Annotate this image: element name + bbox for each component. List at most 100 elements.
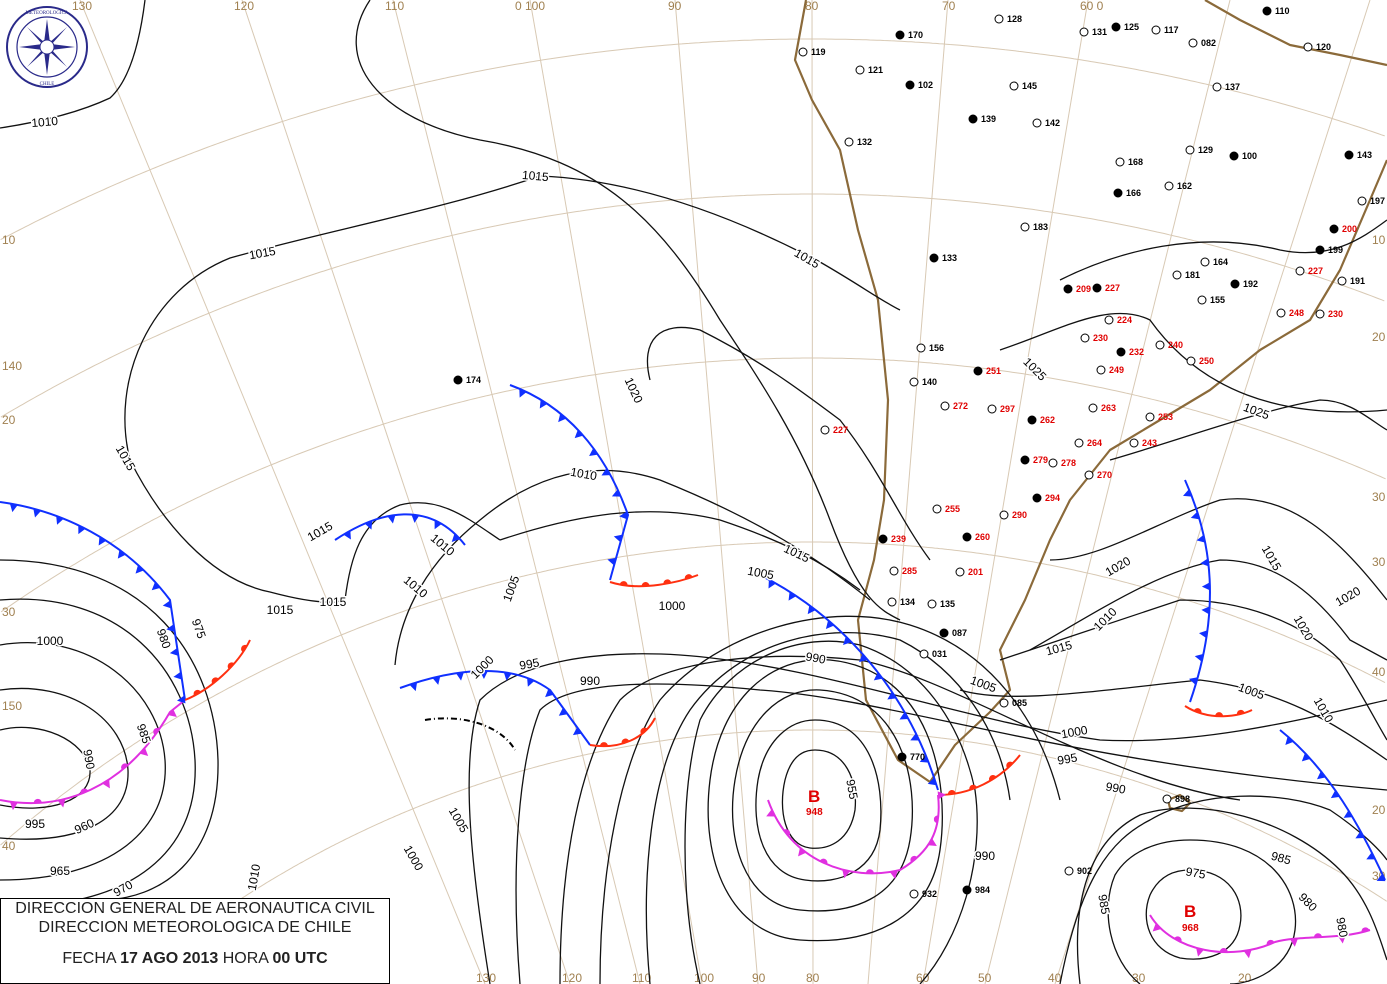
isobar-label: 1005 bbox=[446, 805, 472, 835]
front-triangle bbox=[589, 448, 598, 457]
grid-label: 60 0 bbox=[1080, 0, 1104, 13]
station-value: 162 bbox=[1177, 181, 1192, 191]
station-value: 087 bbox=[952, 628, 967, 638]
front-semicircle bbox=[1266, 939, 1275, 946]
station-circle bbox=[1020, 455, 1030, 465]
station-value: 132 bbox=[857, 137, 872, 147]
station-value: 262 bbox=[1040, 415, 1055, 425]
warm-front bbox=[1184, 705, 1253, 718]
station-value: 143 bbox=[1357, 150, 1372, 160]
station-circle bbox=[1129, 438, 1139, 448]
grid-label: 150 bbox=[2, 699, 22, 713]
front-triangle bbox=[1330, 790, 1340, 799]
cold-front bbox=[399, 669, 591, 746]
station-circle bbox=[1162, 794, 1172, 804]
station-plot: 199 bbox=[1315, 245, 1343, 255]
isobar bbox=[1049, 498, 1387, 601]
station-plot: 110 bbox=[1262, 6, 1290, 16]
station-value: 285 bbox=[902, 566, 917, 576]
isobar-label: 1010 bbox=[1091, 605, 1120, 634]
front-triangle bbox=[1376, 873, 1386, 882]
isobar bbox=[1076, 807, 1387, 984]
station-plot: 131 bbox=[1079, 27, 1107, 37]
isobar bbox=[781, 749, 857, 849]
station-plot: 227 bbox=[1295, 266, 1323, 276]
agency-name: DIRECCION GENERAL DE AERONAUTICA CIVIL bbox=[15, 900, 375, 917]
station-plot: 253 bbox=[1145, 412, 1173, 422]
station-circle bbox=[1337, 276, 1347, 286]
station-plot: 255 bbox=[932, 504, 960, 514]
isobar-label: 1000 bbox=[468, 653, 497, 682]
isobar-label: 1005 bbox=[500, 573, 522, 603]
station-value: 166 bbox=[1126, 188, 1141, 198]
station-circle bbox=[973, 366, 983, 376]
station-circle bbox=[1064, 866, 1074, 876]
station-circle bbox=[1113, 188, 1123, 198]
isobar bbox=[0, 687, 129, 840]
station-plot: 984 bbox=[962, 885, 990, 895]
front-triangle bbox=[1366, 852, 1376, 860]
front-triangle bbox=[168, 708, 177, 718]
station-plot: 209 bbox=[1063, 284, 1091, 294]
station-plot: 285 bbox=[889, 566, 917, 576]
isobar-label: 1000 bbox=[401, 843, 427, 873]
isobar-label: 1005 bbox=[746, 564, 775, 582]
isobar-label: 975 bbox=[1185, 864, 1207, 881]
cold-front bbox=[509, 384, 630, 581]
station-plot: 263 bbox=[1088, 403, 1116, 413]
station-circle bbox=[1186, 356, 1196, 366]
isobar-label: 990 bbox=[805, 649, 827, 666]
station-value: 230 bbox=[1328, 309, 1343, 319]
front-semicircle bbox=[619, 581, 628, 586]
station-plot: 200 bbox=[1329, 224, 1357, 234]
station-circle bbox=[1185, 145, 1195, 155]
front-semicircle bbox=[783, 829, 791, 837]
isobar-label: 1010 bbox=[245, 863, 263, 892]
station-value: 119 bbox=[811, 47, 826, 57]
station-circle bbox=[844, 137, 854, 147]
warm-front bbox=[589, 717, 656, 748]
station-circle bbox=[962, 532, 972, 542]
station-plot: 197 bbox=[1357, 196, 1385, 206]
isobar-label: 985 bbox=[1095, 893, 1112, 915]
station-value: 227 bbox=[1308, 266, 1323, 276]
grid-label: 130 bbox=[476, 971, 496, 984]
isobar bbox=[515, 683, 1387, 984]
station-circle bbox=[1172, 270, 1182, 280]
isobar-label: 1015 bbox=[267, 603, 294, 617]
station-circle bbox=[909, 889, 919, 899]
meridian bbox=[984, 0, 1231, 984]
grid-label: 30 bbox=[2, 605, 16, 619]
meridian bbox=[867, 0, 949, 984]
cold-front bbox=[0, 501, 186, 701]
front-triangle bbox=[434, 520, 442, 530]
station-plot: 121 bbox=[855, 65, 883, 75]
front-triangle bbox=[843, 636, 852, 645]
station-circle bbox=[1092, 283, 1102, 293]
front-semicircle bbox=[969, 784, 978, 791]
front-triangle bbox=[1200, 558, 1209, 567]
station-circle bbox=[453, 375, 463, 385]
cold-front bbox=[759, 574, 939, 791]
front-semicircle bbox=[211, 677, 219, 684]
station-circle bbox=[939, 628, 949, 638]
isobar-label: 1015 bbox=[792, 246, 822, 272]
station-circle bbox=[1074, 438, 1084, 448]
front-triangle bbox=[9, 503, 18, 513]
station-plot: 085 bbox=[999, 698, 1027, 708]
front-triangle bbox=[527, 677, 535, 687]
station-plot: 119 bbox=[798, 47, 826, 57]
station-plot: 250 bbox=[1186, 356, 1214, 366]
station-circle bbox=[1116, 347, 1126, 357]
station-value: 131 bbox=[1092, 27, 1107, 37]
station-value: 243 bbox=[1142, 438, 1157, 448]
grid-label: 80 bbox=[805, 0, 819, 13]
front-triangle bbox=[539, 399, 548, 409]
front-triangle bbox=[451, 533, 461, 543]
grid-label: 40 bbox=[1372, 665, 1386, 679]
isobar bbox=[1059, 219, 1387, 281]
station-circle bbox=[855, 65, 865, 75]
station-plot: 227 bbox=[1092, 283, 1120, 293]
front-triangle bbox=[910, 733, 920, 741]
